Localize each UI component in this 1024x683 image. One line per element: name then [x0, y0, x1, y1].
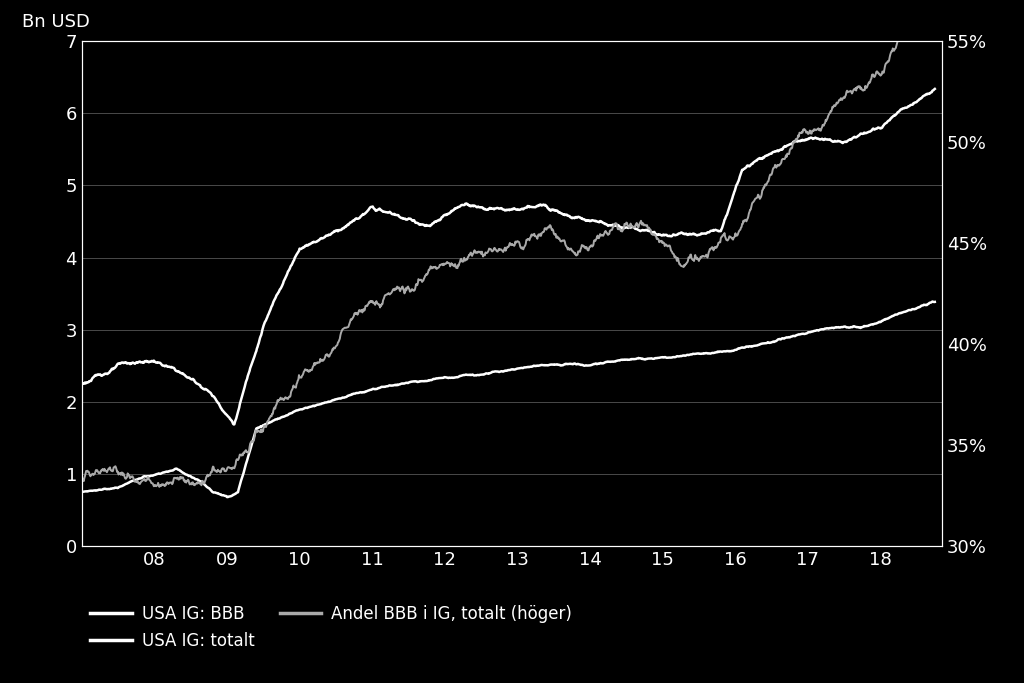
USA IG: BBB: (2.02e+03, 5.47): BBB: (2.02e+03, 5.47) [768, 148, 780, 156]
USA IG: totalt: (2.02e+03, 3.39): totalt: (2.02e+03, 3.39) [927, 297, 939, 305]
Andel BBB i IG, totalt (höger) [524, 234, 537, 242]
Andel BBB i IG, totalt (höger) [283, 393, 295, 401]
USA IG: BBB: (2.02e+03, 6.34): BBB: (2.02e+03, 6.34) [929, 85, 941, 93]
Line: USA IG: BBB: USA IG: BBB [82, 89, 935, 424]
USA IG: totalt: (2.02e+03, 3.39): totalt: (2.02e+03, 3.39) [929, 298, 941, 306]
Andel BBB i IG, totalt (höger) [470, 249, 482, 257]
USA IG: BBB: (2.01e+03, 2.24): BBB: (2.01e+03, 2.24) [76, 380, 88, 389]
Line: USA IG: totalt: USA IG: totalt [82, 301, 935, 497]
Andel BBB i IG, totalt (höger) [76, 473, 88, 482]
USA IG: BBB: (2.01e+03, 3.83): BBB: (2.01e+03, 3.83) [283, 266, 295, 274]
Line: Andel BBB i IG, totalt (höger): Andel BBB i IG, totalt (höger) [82, 41, 935, 487]
Andel BBB i IG, totalt (höger) [892, 37, 904, 45]
USA IG: totalt: (2.02e+03, 3.34): totalt: (2.02e+03, 3.34) [916, 301, 929, 309]
USA IG: totalt: (2.02e+03, 2.84): totalt: (2.02e+03, 2.84) [768, 337, 780, 346]
Andel BBB i IG, totalt (höger) [154, 483, 166, 491]
USA IG: totalt: (2.01e+03, 2.37): totalt: (2.01e+03, 2.37) [470, 372, 482, 380]
Andel BBB i IG, totalt (höger) [929, 37, 941, 45]
USA IG: BBB: (2.01e+03, 1.69): BBB: (2.01e+03, 1.69) [227, 420, 240, 428]
USA IG: totalt: (2.01e+03, 0.753): totalt: (2.01e+03, 0.753) [76, 488, 88, 496]
USA IG: BBB: (2.01e+03, 4.65): BBB: (2.01e+03, 4.65) [371, 206, 383, 214]
USA IG: BBB: (2.01e+03, 4.7): BBB: (2.01e+03, 4.7) [470, 203, 482, 211]
Text: Bn USD: Bn USD [22, 13, 89, 31]
USA IG: BBB: (2.02e+03, 6.23): BBB: (2.02e+03, 6.23) [916, 93, 929, 101]
USA IG: totalt: (2.01e+03, 2.49): totalt: (2.01e+03, 2.49) [524, 363, 537, 371]
Legend: USA IG: BBB, USA IG: totalt, Andel BBB i IG, totalt (höger): USA IG: BBB, USA IG: totalt, Andel BBB i… [90, 605, 572, 650]
USA IG: totalt: (2.01e+03, 0.683): totalt: (2.01e+03, 0.683) [221, 493, 233, 501]
USA IG: totalt: (2.01e+03, 2.18): totalt: (2.01e+03, 2.18) [371, 385, 383, 393]
USA IG: BBB: (2.01e+03, 4.71): BBB: (2.01e+03, 4.71) [524, 203, 537, 211]
Andel BBB i IG, totalt (höger) [371, 297, 383, 305]
USA IG: totalt: (2.01e+03, 1.84): totalt: (2.01e+03, 1.84) [283, 410, 295, 418]
Andel BBB i IG, totalt (höger) [768, 163, 780, 171]
Andel BBB i IG, totalt (höger) [918, 37, 930, 45]
